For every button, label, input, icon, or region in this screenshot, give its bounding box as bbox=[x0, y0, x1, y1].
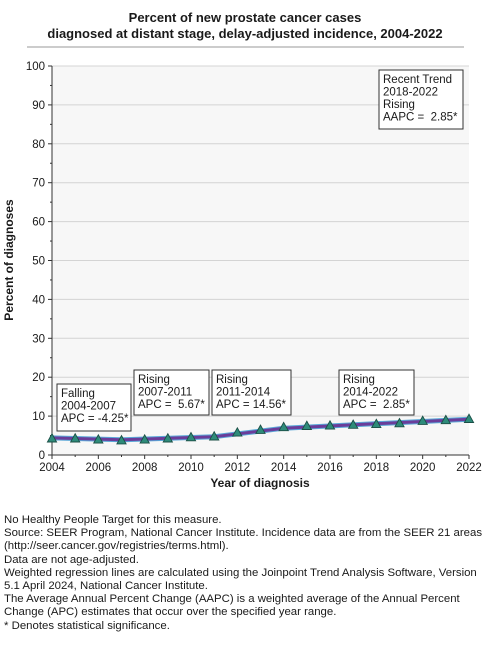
x-tick-label: 2022 bbox=[456, 462, 482, 474]
data-point-2010 bbox=[185, 431, 197, 442]
annotation-frame bbox=[56, 383, 132, 432]
x-tick-label: 2018 bbox=[364, 462, 390, 474]
footnote-source: Source: SEER Program, National Cancer In… bbox=[4, 527, 483, 553]
data-point-2012 bbox=[231, 426, 243, 437]
x-tick-label: 2004 bbox=[39, 462, 65, 474]
chart: Percent of new prostate cancer cases dia… bbox=[2, 10, 482, 490]
data-point-2011 bbox=[208, 430, 220, 441]
y-tick-label: 50 bbox=[32, 256, 45, 268]
y-tick-label: 10 bbox=[32, 411, 45, 423]
chart-title-line-2: diagnosed at distant stage, delay-adjust… bbox=[47, 26, 442, 41]
annotation-text: APC = 14.56* bbox=[216, 399, 287, 411]
annotation-frame bbox=[133, 369, 210, 416]
data-point-2017 bbox=[347, 419, 359, 429]
annotation-text: Rising bbox=[343, 374, 375, 386]
footnote-target: No Healthy People Target for this measur… bbox=[4, 514, 222, 526]
data-point-2021 bbox=[440, 414, 452, 425]
x-tick-label: 2012 bbox=[225, 462, 251, 474]
data-point-2005 bbox=[69, 432, 81, 443]
data-point-2015 bbox=[301, 420, 313, 430]
y-tick-label: 70 bbox=[32, 178, 45, 190]
y-tick-label: 90 bbox=[32, 100, 45, 112]
annotation-text: APC = 2.85* bbox=[343, 399, 410, 411]
data-point-2013 bbox=[255, 424, 266, 434]
footnote-significance: * Denotes statistical significance. bbox=[4, 619, 170, 632]
annotation-text: 2018-2022 bbox=[383, 87, 438, 99]
footnotes: No Healthy People Target for this measur… bbox=[4, 514, 488, 633]
footnote-regression: Weighted regression lines are calculated… bbox=[4, 566, 477, 593]
y-tick-label: 0 bbox=[39, 450, 45, 462]
data-point-2004 bbox=[46, 432, 58, 443]
x-tick-label: 2008 bbox=[132, 462, 158, 474]
y-axis-label: Percent of diagnoses bbox=[2, 199, 16, 321]
annotation-text: AAPC = 2.85* bbox=[383, 112, 458, 124]
annotation-frame bbox=[211, 369, 292, 416]
annotation-text: Rising bbox=[138, 374, 170, 386]
annotation-text: 2011-2014 bbox=[216, 387, 271, 399]
y-tick-label: 40 bbox=[32, 294, 45, 306]
annotation-text: 2007-2011 bbox=[138, 387, 192, 399]
annotation-text: 2014-2022 bbox=[343, 387, 398, 399]
annotation-text: APC = -4.25* bbox=[61, 413, 129, 425]
x-tick-label: 2016 bbox=[317, 462, 343, 474]
data-point-2014 bbox=[278, 421, 290, 432]
y-tick-label: 60 bbox=[32, 217, 45, 229]
annotation-text: Rising bbox=[216, 374, 248, 386]
data-series bbox=[46, 413, 475, 445]
annotation-frame bbox=[378, 69, 464, 130]
data-point-2020 bbox=[417, 415, 429, 425]
data-point-2008 bbox=[139, 433, 151, 444]
x-tick-label: 2014 bbox=[271, 462, 297, 474]
data-point-2022 bbox=[463, 413, 475, 423]
footnote-age-adjustment: Data are not age-adjusted. bbox=[4, 553, 139, 566]
y-tick-label: 20 bbox=[32, 372, 45, 384]
x-axis-label: Year of diagnosis bbox=[210, 476, 310, 490]
y-tick-label: 80 bbox=[32, 139, 45, 151]
annotation-text: 2004-2007 bbox=[61, 401, 116, 413]
y-tick-label: 100 bbox=[26, 61, 45, 73]
data-point-2018 bbox=[370, 418, 382, 429]
data-point-2009 bbox=[162, 432, 174, 443]
data-point-2006 bbox=[92, 433, 104, 444]
footnote-aapc: The Average Annual Percent Change (AAPC)… bbox=[4, 593, 460, 619]
annotation-text: Falling bbox=[61, 388, 95, 400]
x-tick-label: 2020 bbox=[410, 462, 436, 474]
data-point-2007 bbox=[116, 434, 127, 445]
x-tick-label: 2006 bbox=[86, 462, 112, 474]
y-tick-label: 30 bbox=[32, 333, 45, 345]
x-tick-label: 2010 bbox=[178, 462, 204, 474]
annotation-text: Recent Trend bbox=[383, 74, 452, 86]
annotation-frame bbox=[338, 369, 415, 416]
annotation-text: APC = 5.67* bbox=[138, 399, 205, 411]
annotation-text: Rising bbox=[383, 99, 415, 111]
data-point-2019 bbox=[394, 417, 405, 428]
data-point-2016 bbox=[324, 419, 336, 430]
chart-title-line-1: Percent of new prostate cancer cases bbox=[129, 10, 362, 25]
axes: 0 10 20 30 40 50 60 70 80 90 100 2004 2006 2008 2010 20… bbox=[26, 61, 482, 474]
